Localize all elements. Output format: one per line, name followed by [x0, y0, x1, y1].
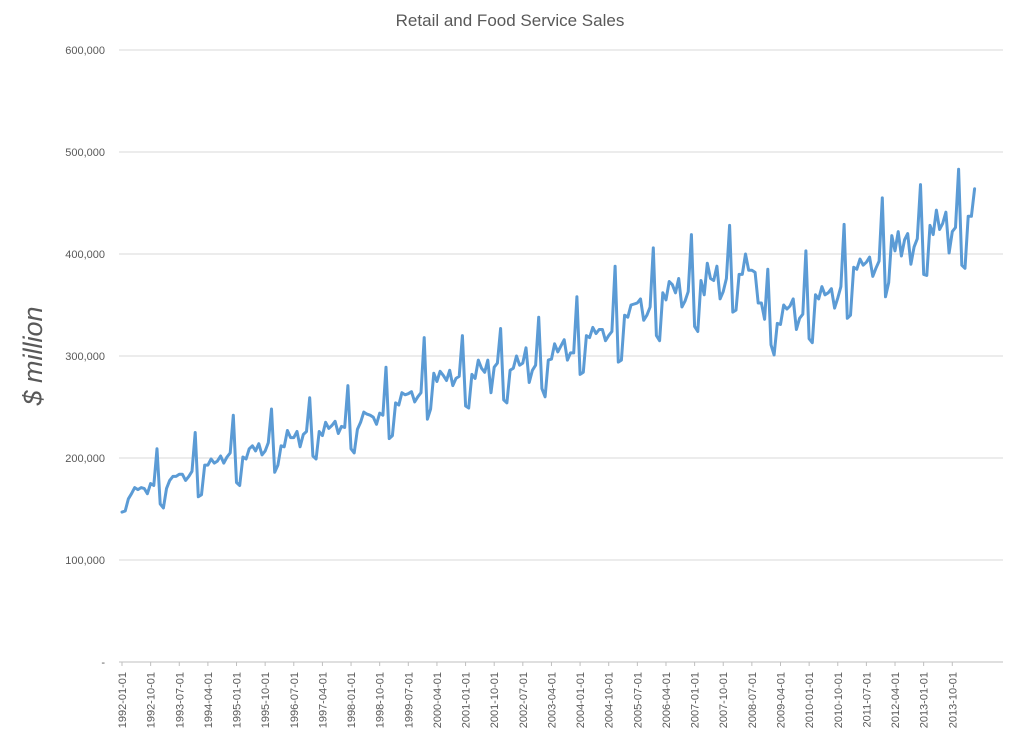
- x-tick-label: 2007-01-01: [690, 672, 702, 728]
- x-tick-label: 2000-04-01: [432, 672, 444, 728]
- x-tick-label: 2008-07-01: [747, 672, 759, 728]
- y-tick-label: 200,000: [65, 453, 105, 465]
- x-tick-label: 1999-07-01: [403, 672, 415, 728]
- y-axis-ticks: - 100,000 200,000 300,000 400,000 500,000 600,…: [65, 45, 105, 669]
- x-tick-label: 2003-04-01: [546, 672, 558, 728]
- y-tick-label: 100,000: [65, 555, 105, 567]
- x-tick-label: 2007-10-01: [718, 672, 730, 728]
- x-tick-label: 2012-04-01: [890, 672, 902, 728]
- y-tick-label: -: [101, 657, 105, 669]
- x-tick-label: 2006-04-01: [661, 672, 673, 728]
- x-tick-label: 1994-04-01: [203, 672, 215, 728]
- x-tick-label: 1993-07-01: [174, 672, 186, 728]
- y-tick-label: 600,000: [65, 45, 105, 57]
- x-tick-label: 1996-07-01: [289, 672, 301, 728]
- x-tick-label: 2005-07-01: [632, 672, 644, 728]
- y-tick-label: 500,000: [65, 147, 105, 159]
- y-axis-title: $ million: [18, 306, 48, 406]
- x-tick-label: 2002-07-01: [518, 672, 530, 728]
- x-tick-label: 2009-04-01: [776, 672, 788, 728]
- x-tick-label: 2013-10-01: [947, 672, 959, 728]
- x-tick-label: 2001-01-01: [461, 672, 473, 728]
- x-tick-label: 1992-01-01: [117, 672, 129, 728]
- x-axis-ticks: 1992-01-01 1992-10-01 1993-07-01 1994-04-01…: [117, 662, 959, 728]
- x-tick-label: 1997-04-01: [317, 672, 329, 728]
- x-tick-label: 1992-10-01: [146, 672, 158, 728]
- gridlines: [119, 49, 1003, 561]
- series-layer: [120, 167, 977, 514]
- series-line: [120, 167, 977, 514]
- x-tick-label: 1998-10-01: [375, 672, 387, 728]
- x-tick-label: 2004-01-01: [575, 672, 587, 728]
- chart-title: Retail and Food Service Sales: [396, 11, 625, 30]
- x-tick-label: 1998-01-01: [346, 672, 358, 728]
- y-tick-label: 300,000: [65, 351, 105, 363]
- x-tick-label: 2011-07-01: [861, 672, 873, 727]
- x-tick-label: 2001-10-01: [489, 672, 501, 728]
- x-tick-label: 2010-01-01: [804, 672, 816, 728]
- x-tick-label: 1995-10-01: [260, 672, 272, 728]
- x-tick-label: 2004-10-01: [604, 672, 616, 728]
- x-tick-label: 1995-01-01: [232, 672, 244, 728]
- y-tick-label: 400,000: [65, 249, 105, 261]
- x-tick-label: 2013-01-01: [919, 672, 931, 728]
- x-tick-label: 2010-10-01: [833, 672, 845, 728]
